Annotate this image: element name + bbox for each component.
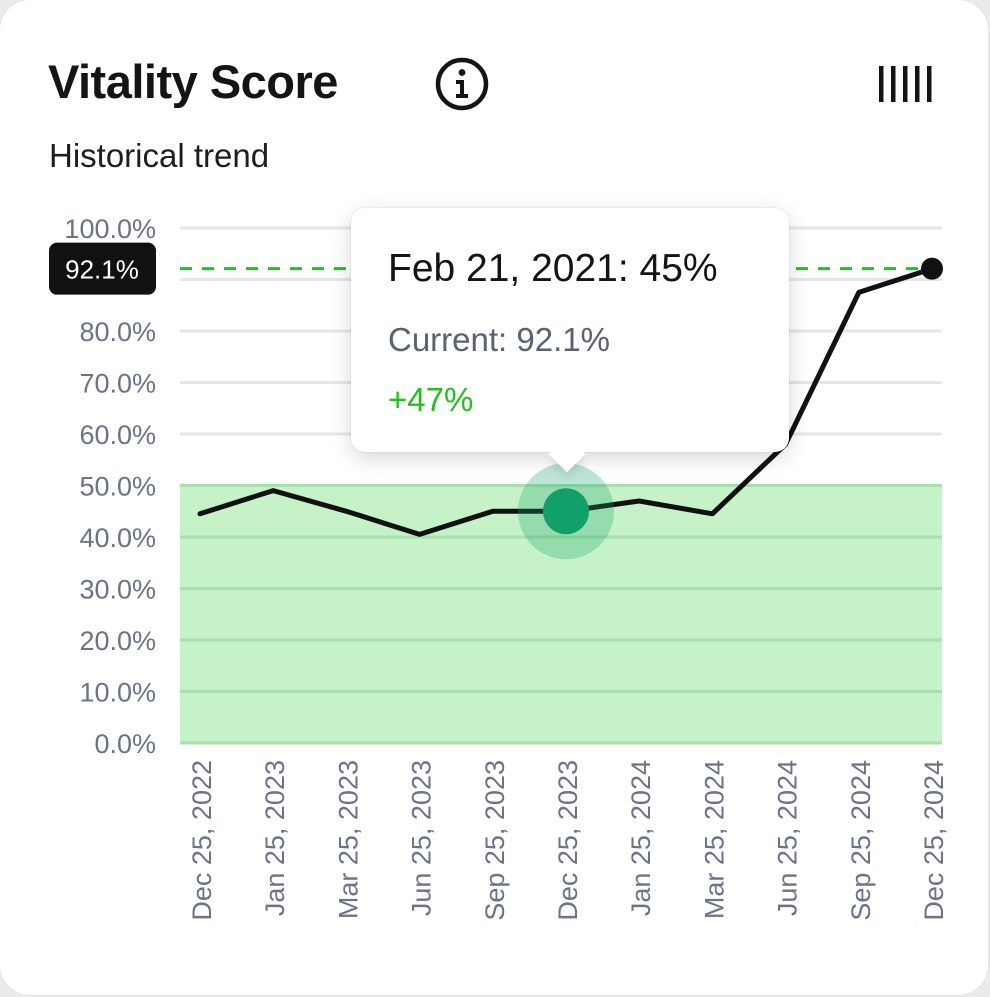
x-tick-label: Jan 25, 2023	[260, 760, 290, 916]
x-tick-label: Mar 25, 2023	[333, 760, 363, 919]
x-tick-label: Jun 25, 2023	[407, 760, 437, 916]
y-tick-label: 80.0%	[79, 317, 156, 347]
x-tick-label: Dec 25, 2024	[919, 760, 949, 921]
y-tick-label: 0.0%	[94, 729, 156, 759]
x-tick-label: Sep 25, 2023	[480, 760, 510, 921]
card-subtitle: Historical trend	[49, 137, 270, 174]
current-value-badge-label: 92.1%	[65, 255, 139, 285]
current-value-badge	[49, 242, 156, 295]
selected-data-point	[543, 488, 589, 535]
card-title: Vitality Score	[48, 55, 338, 108]
latest-data-point	[921, 257, 943, 280]
tooltip-current-value: Current: 92.1%	[388, 321, 610, 358]
y-tick-label: 30.0%	[79, 575, 156, 605]
info-icon[interactable]	[434, 56, 490, 112]
x-tick-label: Dec 25, 2023	[553, 760, 583, 921]
data-tooltip: Feb 21, 2021: 45% Current: 92.1% +47%	[351, 208, 789, 452]
y-tick-label: 20.0%	[79, 626, 156, 656]
y-tick-label: 50.0%	[79, 472, 156, 502]
tooltip-heading: Feb 21, 2021: 45%	[388, 247, 718, 290]
x-tick-label: Dec 25, 2022	[187, 760, 217, 921]
y-tick-label: 100.0%	[64, 214, 156, 244]
x-tick-label: Jan 25, 2024	[626, 760, 656, 916]
y-tick-label: 60.0%	[79, 420, 156, 450]
x-tick-label: Sep 25, 2024	[846, 760, 876, 921]
menu-icon[interactable]	[876, 64, 936, 104]
x-tick-label: Mar 25, 2024	[699, 760, 729, 919]
y-tick-label: 40.0%	[79, 523, 156, 553]
tooltip-change: +47%	[388, 381, 474, 418]
y-tick-label: 70.0%	[79, 369, 156, 399]
x-tick-label: Jun 25, 2024	[773, 760, 803, 916]
y-tick-label: 10.0%	[79, 678, 156, 708]
